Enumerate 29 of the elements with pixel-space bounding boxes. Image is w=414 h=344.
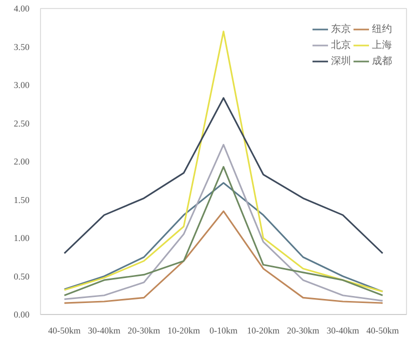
legend-label: 东京 xyxy=(331,22,351,36)
y-tick-label: 2.00 xyxy=(14,156,30,166)
line-series xyxy=(64,144,384,302)
x-tick-label: 30-40km xyxy=(326,326,360,336)
x-tick-label: 40-50km xyxy=(366,326,399,336)
x-tick-label: 10-20km xyxy=(247,326,280,336)
legend-label: 北京 xyxy=(331,38,351,52)
x-tick-label: 30-40km xyxy=(88,326,120,336)
line-series xyxy=(64,182,384,292)
line-series xyxy=(64,166,384,296)
legend-label: 深圳 xyxy=(331,54,351,68)
legend-label: 上海 xyxy=(372,38,392,52)
y-tick-label: 1.00 xyxy=(14,233,30,243)
x-tick-label: 20-30km xyxy=(286,326,320,336)
x-tick-label: 20-30km xyxy=(128,326,160,336)
y-tick-label: 3.00 xyxy=(14,80,30,90)
x-tick-label: 10-20km xyxy=(167,326,200,336)
legend-label: 纽约 xyxy=(372,23,392,36)
y-tick-label: 0.00 xyxy=(14,310,30,320)
y-tick-label: 2.50 xyxy=(14,118,30,128)
line-series xyxy=(64,210,384,304)
x-tick-label: 40-50km xyxy=(48,326,81,336)
line-series xyxy=(64,97,384,254)
y-tick-label: 4.00 xyxy=(14,4,30,14)
y-tick-label: 3.50 xyxy=(14,42,30,52)
legend-label: 成都 xyxy=(372,54,392,68)
x-tick-label: 0-10km xyxy=(210,326,238,336)
y-tick-label: 1.50 xyxy=(14,194,30,205)
y-tick-label: 0.50 xyxy=(14,271,30,282)
